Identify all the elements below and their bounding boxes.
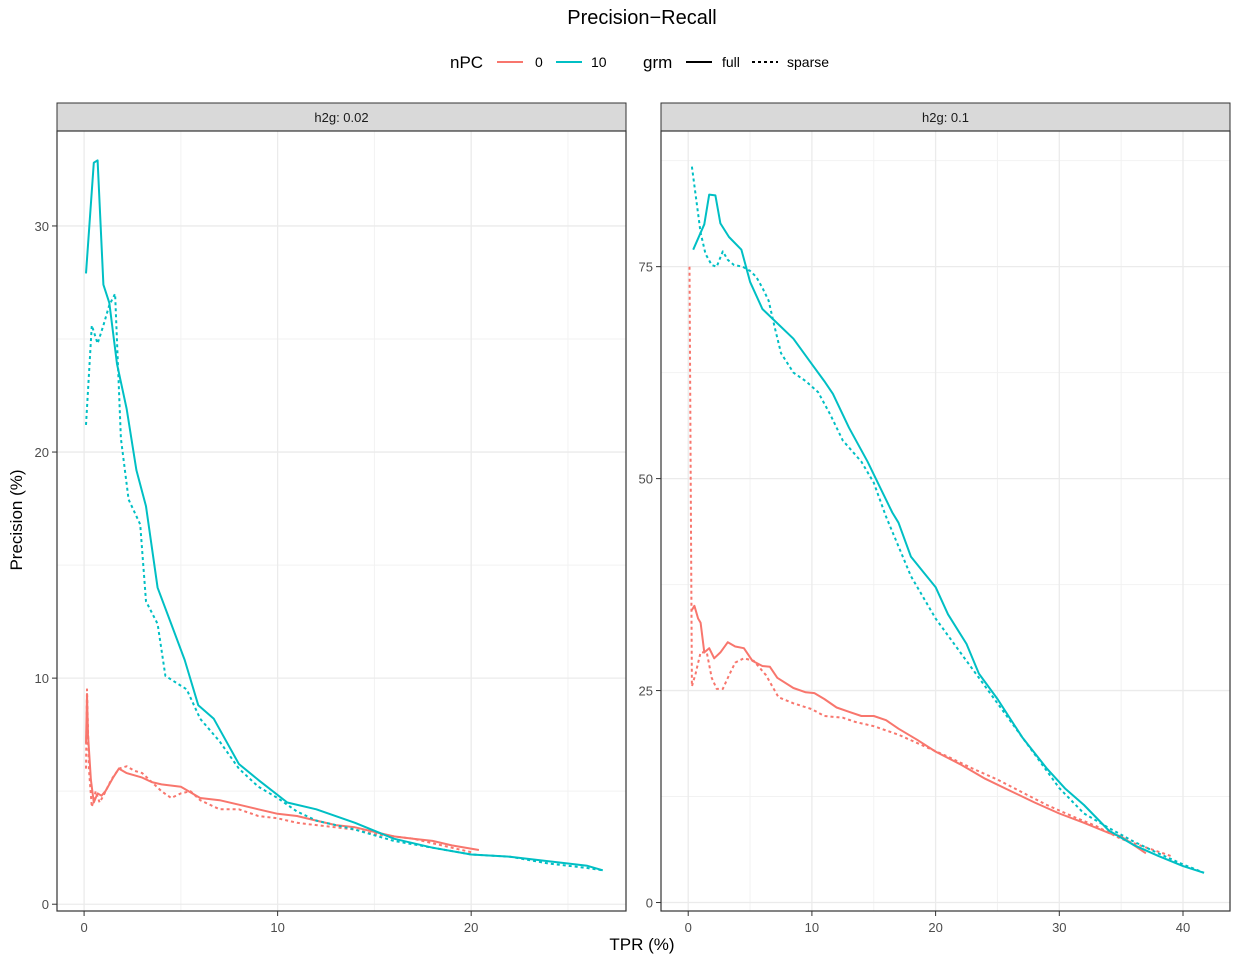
legend-label-grm-full: full — [722, 54, 740, 70]
chart-title: Precision−Recall — [567, 7, 717, 29]
panel-border — [56, 130, 627, 912]
x-axis-title: TPR (%) — [609, 935, 674, 954]
legend: nPC 0 10 grm full sparse — [450, 53, 829, 72]
series-line-npc10-sparse — [85, 292, 603, 872]
x-tick-label: 10 — [805, 920, 819, 935]
panel-background — [57, 131, 626, 911]
y-tick-label: 10 — [35, 671, 49, 686]
x-tick-label: 0 — [80, 920, 87, 935]
series-line-npc0-full — [85, 693, 480, 851]
series-line-npc10-sparse — [690, 166, 1205, 874]
y-tick-label: 20 — [35, 445, 49, 460]
y-tick-label: 50 — [639, 472, 653, 487]
panel-1: h2g: 0.1 0 10 20 30 40 0 25 50 75 — [639, 102, 1231, 935]
series-line-npc0-full — [691, 604, 1147, 855]
legend-linetype-title: grm — [643, 53, 672, 72]
panel-background — [661, 131, 1230, 911]
y-tick-label: 25 — [639, 684, 653, 699]
series-line-npc10-full — [692, 193, 1205, 874]
legend-label-npc-0: 0 — [535, 54, 543, 70]
panel-strip-label: h2g: 0.02 — [314, 110, 368, 125]
x-tick-label: 10 — [270, 920, 284, 935]
y-axis-title: Precision (%) — [7, 469, 26, 570]
legend-label-npc-10: 10 — [591, 54, 607, 70]
series-line-npc0-sparse — [85, 688, 472, 854]
panel-strip-label: h2g: 0.1 — [922, 110, 969, 125]
y-tick-label: 0 — [42, 897, 49, 912]
legend-color-title: nPC — [450, 53, 483, 72]
y-tick-label: 30 — [35, 219, 49, 234]
panel-0: h2g: 0.02 0 10 20 0 10 20 30 — [35, 102, 627, 935]
series-line-npc10-full — [85, 159, 604, 872]
x-tick-label: 20 — [464, 920, 478, 935]
x-tick-label: 20 — [928, 920, 942, 935]
panel-strip — [56, 102, 627, 132]
x-tick-label: 40 — [1176, 920, 1190, 935]
panel-border — [660, 130, 1231, 912]
x-tick-label: 30 — [1052, 920, 1066, 935]
legend-label-grm-sparse: sparse — [787, 54, 829, 70]
x-tick-label: 0 — [685, 920, 692, 935]
series-line-npc0-sparse — [688, 266, 1171, 857]
y-tick-label: 0 — [646, 896, 653, 911]
y-tick-label: 75 — [639, 260, 653, 275]
